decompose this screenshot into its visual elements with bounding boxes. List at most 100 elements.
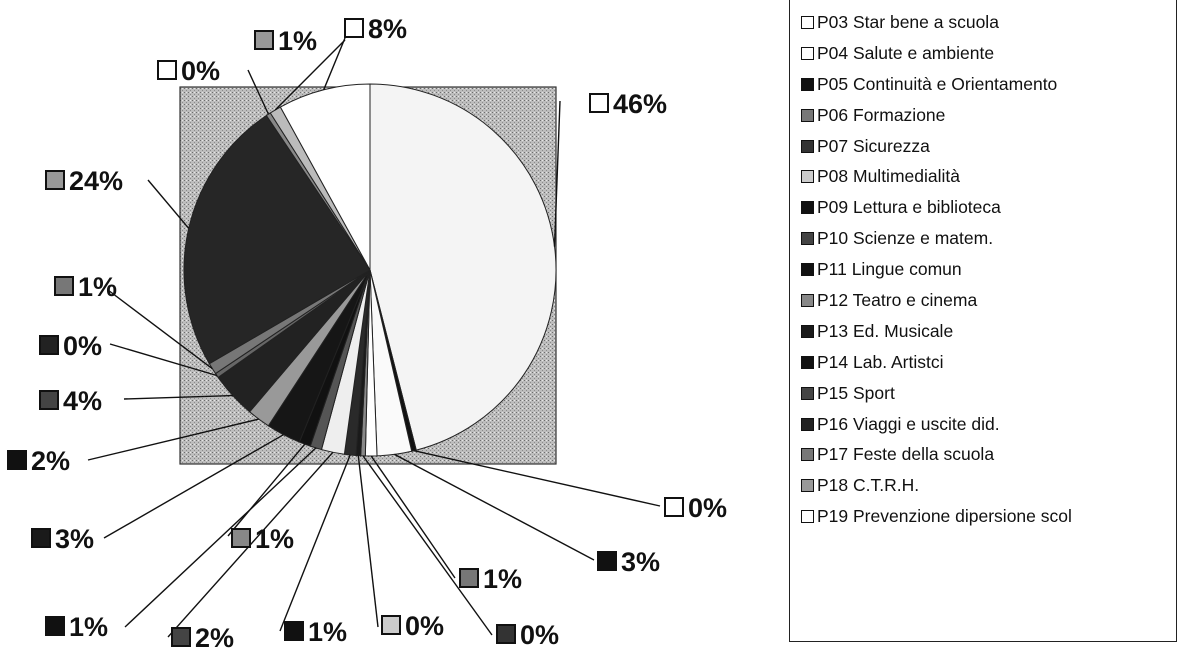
slice-label-swatch [664,497,684,517]
slice-label-swatch [171,627,191,647]
legend-item: P14 Lab. Artistci [801,347,1176,378]
leader-line [109,343,217,377]
slice-label-swatch [381,615,401,635]
slice-label: 2% [171,623,234,653]
slice-label: 46% [589,89,667,119]
legend-label: P09 Lettura e biblioteca [817,197,1001,218]
leader-line [413,450,661,507]
legend-swatch [801,324,814,338]
slice-label-text: 2% [31,446,70,476]
slice-label-swatch [31,528,51,548]
legend-item: P12 Teatro e cinema [801,285,1176,316]
legend-swatch [801,46,814,60]
slice-label: 0% [157,56,220,86]
legend-label: P17 Feste della scuola [817,444,995,465]
leader-line [147,179,190,229]
legend-label: P19 Prevenzione dipersione scol [817,506,1072,527]
legend-swatch [801,232,814,246]
chart-legend: P03 Star bene a scuola P04 Salute e ambie… [789,0,1177,642]
legend-label: P13 Ed. Musicale [817,320,954,341]
slice-label: 3% [31,524,94,554]
legend-swatch [801,293,814,307]
slice-label: 3% [597,547,660,577]
slice-label-swatch [39,335,59,355]
slice-label-text: 1% [483,564,522,594]
slice-label: 1% [231,524,294,554]
leader-line [279,454,351,632]
slice-label-swatch [344,18,364,38]
legend-item: P13 Ed. Musicale [801,316,1176,347]
slice-label-swatch [254,30,274,50]
leader-line [123,394,233,400]
slice-label-swatch [54,276,74,296]
slice-label-swatch [284,621,304,641]
leader-line [107,289,213,370]
legend-swatch [801,386,814,400]
slice-label-text: 0% [63,331,102,361]
slice-label-text: 8% [368,14,407,44]
legend-item: P15 Sport [801,378,1176,409]
slice-label: 0% [381,611,444,641]
legend-item: P08 Multimedialità [801,161,1176,192]
slice-label-text: 1% [308,617,347,647]
slice-label-text: 3% [621,547,660,577]
slice-label-swatch [39,390,59,410]
legend-swatch [801,417,814,431]
slice-label: 24% [45,166,123,196]
slice-label-text: 4% [63,386,102,416]
slice-label-text: 46% [613,89,667,119]
legend-swatch [801,355,814,369]
legend-label: P07 Sicurezza [817,135,930,156]
leader-line [394,453,595,561]
slice-label: 1% [54,272,117,302]
leader-line [87,418,259,461]
leader-line [124,447,317,628]
legend-label: P16 Viaggi e uscite did. [817,413,1000,434]
legend-swatch [801,15,814,29]
legend-swatch [801,479,814,493]
leader-line [227,443,306,537]
slice-label-swatch [45,616,65,636]
leader-line [370,455,456,579]
leader-line [103,434,284,539]
legend-swatch [801,448,814,462]
legend-item: P09 Lettura e biblioteca [801,192,1176,223]
legend-item: P05 Continuità e Orientamento [801,69,1176,100]
legend-label: P05 Continuità e Orientamento [817,73,1058,94]
slice-label-swatch [45,170,65,190]
slice-label-text: 0% [688,493,727,523]
legend-item: P04 Salute e ambiente [801,38,1176,69]
slice-label-swatch [597,551,617,571]
slice-label-swatch [496,624,516,644]
leaders-layer [87,37,661,638]
slice-label: 2% [7,446,70,476]
legend-swatch [801,108,814,122]
legend-swatch [801,139,814,153]
slice-label: 1% [45,612,108,642]
slice-label-swatch [231,528,251,548]
slice-label-text: 1% [278,26,317,56]
slice-label: 0% [664,493,727,523]
slice-label-text: 0% [181,56,220,86]
legend-label: P14 Lab. Artistci [817,351,944,372]
leader-line [247,69,270,115]
legend-label: P12 Teatro e cinema [817,289,978,310]
legend-swatch [801,170,814,184]
slice-label: 0% [39,331,102,361]
legend-swatch [801,510,814,524]
legend-item: P10 Scienze e matem. [801,223,1176,254]
slices-layer [183,83,557,457]
leader-line [553,100,561,247]
legend-label: P11 Lingue comun [817,259,962,280]
legend-item: P11 Lingue comun [801,254,1176,285]
slice-label: 1% [284,617,347,647]
slice-label-swatch [459,568,479,588]
slice-label: 8% [344,14,407,44]
slice-label-text: 0% [405,611,444,641]
legend-label: P18 C.T.R.H. [817,475,920,496]
labels-layer: 46% 0% 3% 1% 0% 0% 1% 2% 1% 1% 3% 2% 4% 0% 1% 24% 0% 1% 8% [7,14,727,653]
leader-line [362,455,493,636]
pie-slice [279,83,371,271]
slice-label-text: 3% [55,524,94,554]
pie-slice [183,114,371,365]
